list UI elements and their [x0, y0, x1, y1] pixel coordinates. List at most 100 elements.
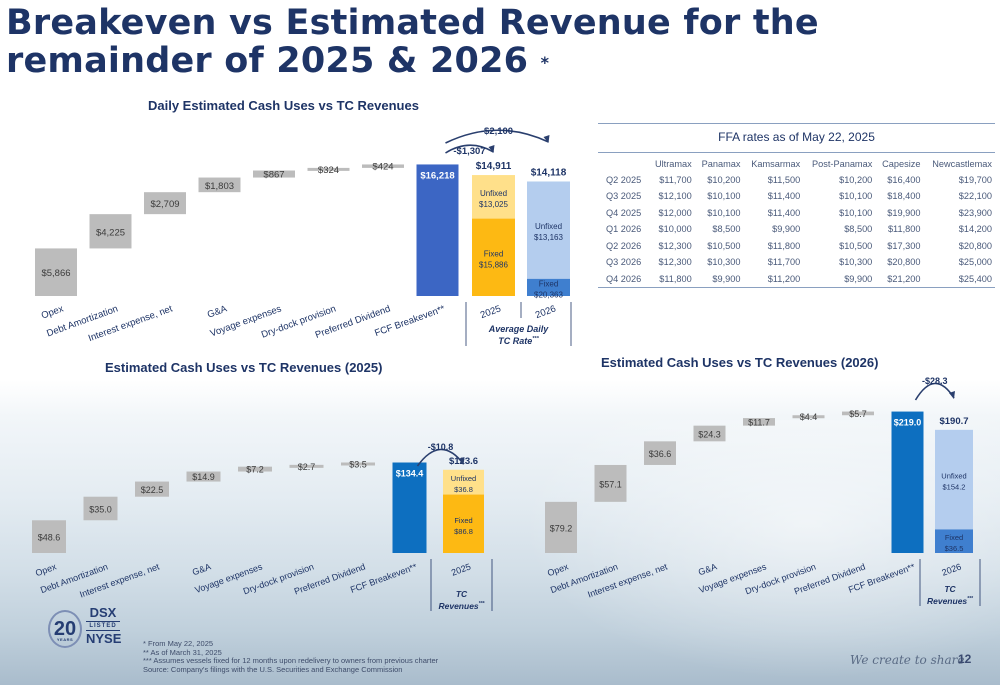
- value-label-preferred-dividend: $424: [372, 162, 393, 173]
- ffa-cell: $10,300: [707, 257, 741, 268]
- bar-voyage-expenses: [238, 466, 272, 472]
- ffa-cell: $11,400: [767, 191, 801, 202]
- fixed-value-2025: $15,886: [479, 260, 508, 269]
- value-label-opex: $48.6: [38, 533, 61, 543]
- value-label-dry-dock-provision: $2.7: [298, 462, 316, 472]
- logo-ticker: DSX: [89, 605, 117, 620]
- ffa-table-row: Q2 2026 $12,300 $10,500 $11,800 $10,500 $17,3…: [598, 238, 995, 255]
- ffa-column-header: Capesize: [882, 159, 921, 169]
- ffa-cell: $17,300: [887, 240, 921, 251]
- revenue-group-label-line-2: Revenues***: [927, 596, 974, 606]
- ffa-cell: $20,800: [887, 257, 921, 268]
- category-label-opex: Opex: [40, 303, 65, 321]
- ffa-cell: $11,700: [659, 174, 692, 185]
- category-label-opex: Opex: [546, 561, 570, 578]
- fixed-caption-2026: Fixed: [539, 279, 559, 288]
- variance-label-2025: -$10.8: [428, 442, 454, 452]
- unfixed-value-2025: $13,025: [479, 200, 508, 209]
- ffa-cell: $25,000: [958, 257, 992, 268]
- unfixed-value-2026: $13,163: [534, 233, 563, 242]
- value-label-fcf-breakeven: $219.0: [894, 418, 922, 428]
- nyse-listed-badge: DSX LISTED NYSE: [86, 605, 122, 646]
- ffa-cell: $10,300: [839, 257, 873, 268]
- ffa-cell: $18,400: [887, 191, 921, 202]
- ffa-rates-table-panel: FFA rates as of May 22, 2025 Ultramax Pan…: [598, 123, 995, 288]
- logo-exchange: NYSE: [86, 631, 122, 646]
- bar-dry-dock-provision: [792, 415, 825, 419]
- chart-title-2026: Estimated Cash Uses vs TC Revenues (2026…: [601, 355, 879, 370]
- fixed-caption-2026: Fixed: [945, 533, 963, 542]
- ffa-column-header: Panamax: [701, 159, 741, 169]
- variance-label-2025: -$1,307: [453, 146, 485, 157]
- ffa-cell: $11,700: [767, 257, 801, 268]
- fixed-bar-2026: [527, 278, 570, 296]
- unfixed-caption-2026: Unfixed: [535, 222, 562, 231]
- ffa-cell: $22,100: [958, 191, 992, 202]
- unfixed-bar-2026: [527, 181, 570, 279]
- bar-dry-dock-provision: [289, 464, 324, 468]
- ffa-cell: $10,000: [658, 224, 692, 235]
- anniversary-badge: 20 YEARS: [48, 610, 82, 648]
- ffa-cell: $10,100: [839, 207, 873, 218]
- ffa-cell: $20,800: [958, 240, 992, 251]
- category-label-g-a: G&A: [191, 561, 212, 577]
- ffa-row-header: Q2 2025: [606, 174, 642, 185]
- chart-title-2025: Estimated Cash Uses vs TC Revenues (2025…: [105, 360, 383, 375]
- ffa-cell: $10,100: [839, 191, 873, 202]
- ffa-table-row: Q3 2025 $12,100 $10,100 $11,400 $10,100 $18,4…: [598, 189, 995, 206]
- bar-preferred-dividend: [842, 411, 874, 416]
- ffa-cell: $11,800: [887, 224, 921, 235]
- value-label-debt-amortization: $35.0: [89, 504, 112, 514]
- ffa-row-header: Q3 2026: [606, 257, 642, 268]
- ffa-cell: $14,200: [958, 224, 992, 235]
- ffa-cell: $11,200: [743, 271, 804, 288]
- bar-fcf-breakeven: [392, 462, 427, 553]
- bar-voyage-expenses: [743, 418, 775, 426]
- value-label-voyage-expenses: $11.7: [748, 417, 770, 427]
- ffa-column-header: Kamsarmax: [751, 159, 801, 169]
- fixed-value-2026: $36.5: [945, 544, 964, 553]
- ffa-table-row: Q4 2026 $11,800 $9,900 $11,200 $9,900 $21,200…: [598, 271, 995, 288]
- value-label-voyage-expenses: $7.2: [246, 465, 264, 475]
- ffa-cell: $11,800: [648, 271, 695, 288]
- revenue-group-label-line-1: Average Daily: [488, 324, 550, 334]
- value-label-opex: $79.2: [550, 523, 573, 533]
- page-title: Breakeven vs Estimated Revenue for the r…: [6, 4, 906, 80]
- bar-opex: [545, 501, 577, 553]
- ffa-cell: $10,100: [707, 207, 741, 218]
- ffa-rates-table: Ultramax Panamax Kamsarmax Post-Panamax Cape…: [598, 153, 995, 288]
- ffa-table-row: Q3 2026 $12,300 $10,300 $11,700 $10,300 $20,8…: [598, 255, 995, 272]
- value-label-preferred-dividend: $3.5: [349, 460, 367, 470]
- value-label-fcf-breakeven: $134.4: [396, 469, 424, 479]
- revenue-category-2025: 2025: [479, 303, 503, 321]
- revenue-group-label-line-2: TC Rate***: [498, 336, 539, 346]
- bar-fcf-breakeven: [891, 411, 924, 553]
- ffa-cell: $16,400: [887, 174, 921, 185]
- bar-voyage-expenses: [253, 170, 295, 178]
- ffa-cell: $12,000: [658, 207, 692, 218]
- ffa-cell: $21,200: [875, 271, 924, 288]
- value-label-interest-expense-net: $22.5: [141, 485, 164, 495]
- ffa-cell: $9,900: [772, 224, 801, 235]
- revenue-total-2026: $190.7: [939, 416, 968, 427]
- page-number: 12: [958, 652, 972, 666]
- value-label-g-a: $14.9: [192, 472, 215, 482]
- ffa-cell: $19,700: [958, 174, 992, 185]
- value-label-dry-dock-provision: $4.4: [800, 412, 818, 422]
- unfixed-bar-2025: [472, 175, 515, 219]
- bar-g-a: [198, 177, 241, 193]
- unfixed-bar-2026: [935, 429, 973, 530]
- unfixed-caption-2026: Unfixed: [941, 472, 966, 481]
- value-label-interest-expense-net: $2,709: [150, 199, 179, 210]
- ffa-cell: $8,500: [712, 224, 741, 235]
- ffa-column-header: Post-Panamax: [812, 159, 873, 169]
- bar-g-a: [693, 425, 726, 442]
- revenue-group-label-line-2: Revenues***: [438, 601, 485, 611]
- bar-opex: [35, 248, 77, 296]
- bar-fcf-breakeven: [416, 164, 459, 296]
- unfixed-caption-2025: Unfixed: [480, 189, 507, 198]
- revenue-group-label-line-1: TC: [944, 584, 956, 594]
- ffa-cell: $11,500: [767, 174, 801, 185]
- ffa-cell: $19,900: [887, 207, 921, 218]
